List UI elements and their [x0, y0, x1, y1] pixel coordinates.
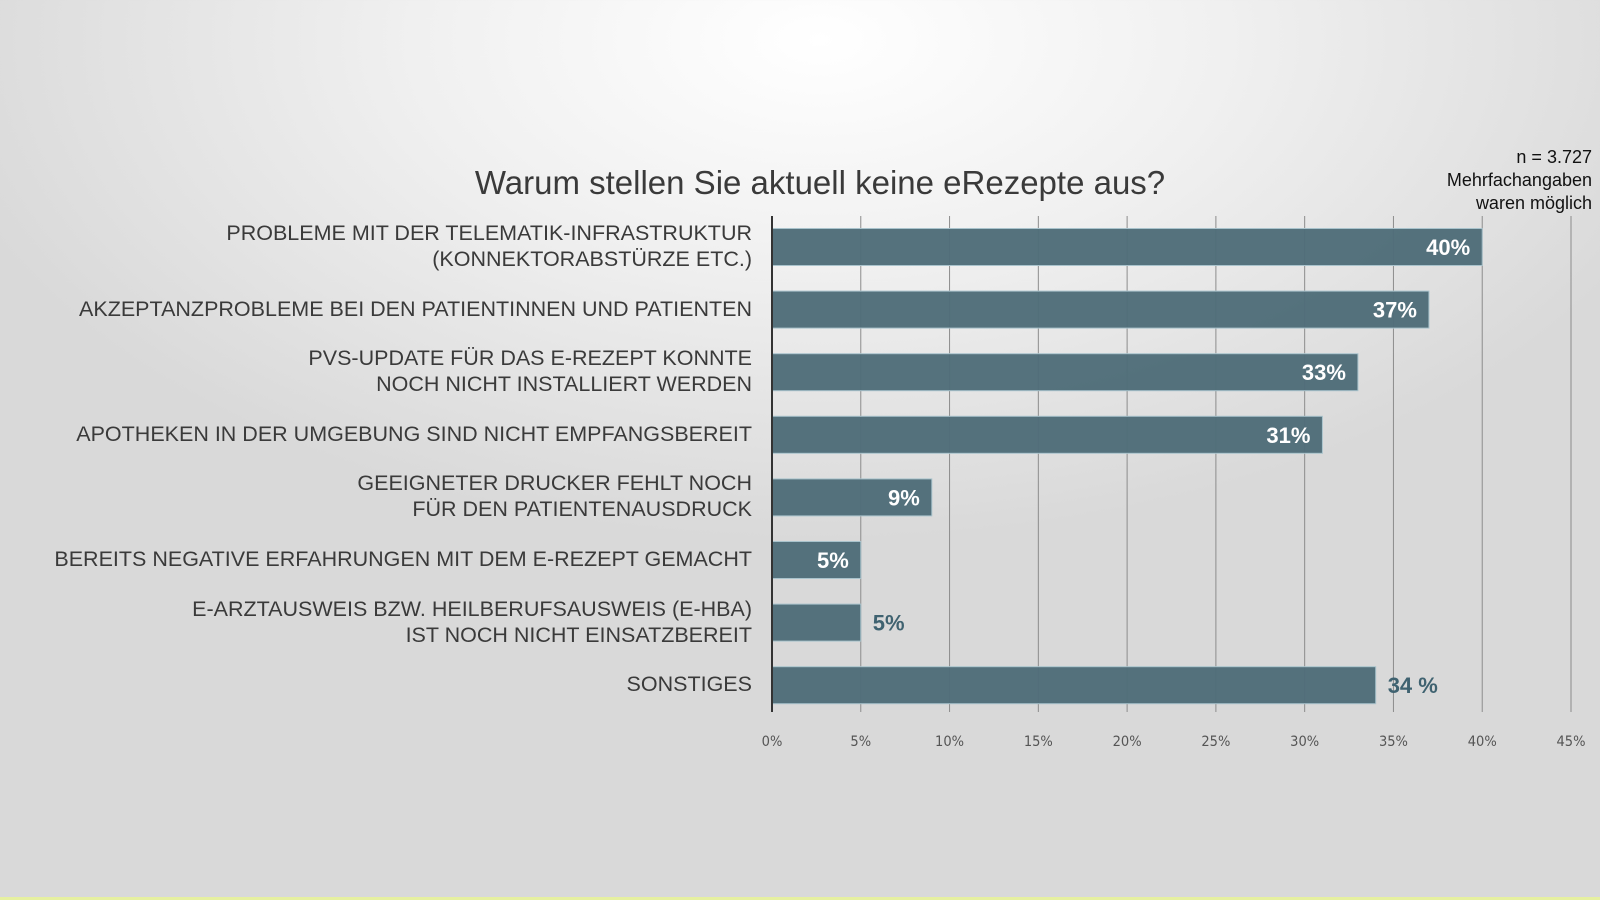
sample-note: n = 3.727 Mehrfachangaben waren möglich [1447, 146, 1592, 215]
bar [771, 541, 862, 579]
data-label: 9% [888, 485, 920, 510]
category-label: E-ARZTAUSWEIS BZW. HEILBERUFSAUSWEIS (E-… [192, 596, 752, 648]
category-label-line: PROBLEME MIT DER TELEMATIK-INFRASTRUKTUR [226, 221, 752, 245]
category-label: GEEIGNETER DRUCKER FEHLT NOCH FÜR DEN PAT… [357, 470, 752, 522]
category-label-line: E-ARZTAUSWEIS BZW. HEILBERUFSAUSWEIS (E-… [192, 596, 752, 621]
x-tick-label: 0% [762, 734, 783, 750]
data-label: 34 % [1388, 673, 1438, 698]
category-label: APOTHEKEN IN DER UMGEBUNG SIND NICHT EMP… [76, 421, 752, 447]
x-tick-label: 20% [1113, 734, 1142, 750]
x-tick-label: 40% [1468, 734, 1497, 750]
bar [771, 415, 1323, 454]
note-line-2: Mehrfachangaben [1446, 170, 1592, 190]
data-label: 31% [1266, 423, 1310, 448]
category-label-line: (KONNEKTORABSTÜRZE ETC.) [432, 247, 752, 271]
data-label: 5% [817, 548, 849, 573]
category-label-line: AKZEPTANZPROBLEME BEI DEN PATIENTINNEN U… [79, 296, 752, 321]
note-line-3: waren möglich [1475, 193, 1592, 213]
bar [771, 603, 862, 642]
x-tick-label: 25% [1201, 734, 1230, 750]
x-tick-label: 35% [1379, 734, 1408, 750]
bar [771, 290, 1430, 329]
bottom-divider [0, 897, 1600, 900]
sample-size: n = 3.727 [1516, 147, 1592, 167]
category-label-line: PVS-UPDATE FÜR DAS E-REZEPT KONNTE [308, 346, 752, 371]
category-label: SONSTIGES [627, 671, 752, 697]
category-label-line: SONSTIGES [626, 672, 752, 697]
x-tick-label: 30% [1290, 734, 1319, 750]
category-label-line: BEREITS NEGATIVE ERFAHRUNGEN MIT DEM E-R… [54, 547, 752, 571]
category-label: PVS-UPDATE FÜR DAS E-REZEPT KONNTE NOCH N… [308, 345, 752, 397]
x-tick-label: 45% [1557, 734, 1586, 750]
category-label-line: IST NOCH NICHT EINSATZBEREIT [405, 622, 752, 647]
bar [771, 228, 1483, 266]
x-tick-label: 5% [850, 734, 871, 750]
data-label: 5% [873, 611, 905, 636]
category-label-line: FÜR DEN PATIENTENAUSDRUCK [412, 497, 752, 522]
category-label: PROBLEME MIT DER TELEMATIK-INFRASTRUKTUR… [226, 220, 752, 272]
bar [771, 353, 1359, 392]
chart-title: Warum stellen Sie aktuell keine eRezepte… [474, 164, 1166, 201]
data-label: 40% [1426, 235, 1470, 260]
data-label: 37% [1373, 298, 1417, 323]
category-label-line: NOCH NICHT INSTALLIERT WERDEN [376, 372, 752, 397]
category-label: AKZEPTANZPROBLEME BEI DEN PATIENTINNEN U… [79, 296, 752, 322]
data-label: 33% [1302, 360, 1346, 385]
category-label-line: APOTHEKEN IN DER UMGEBUNG SIND NICHT EMP… [76, 421, 752, 446]
x-tick-label: 10% [935, 734, 964, 750]
category-label-line: GEEIGNETER DRUCKER FEHLT NOCH [357, 471, 752, 496]
category-label: BEREITS NEGATIVE ERFAHRUNGEN MIT DEM E-R… [54, 546, 752, 572]
bar [771, 666, 1377, 705]
x-tick-label: 15% [1024, 734, 1053, 750]
